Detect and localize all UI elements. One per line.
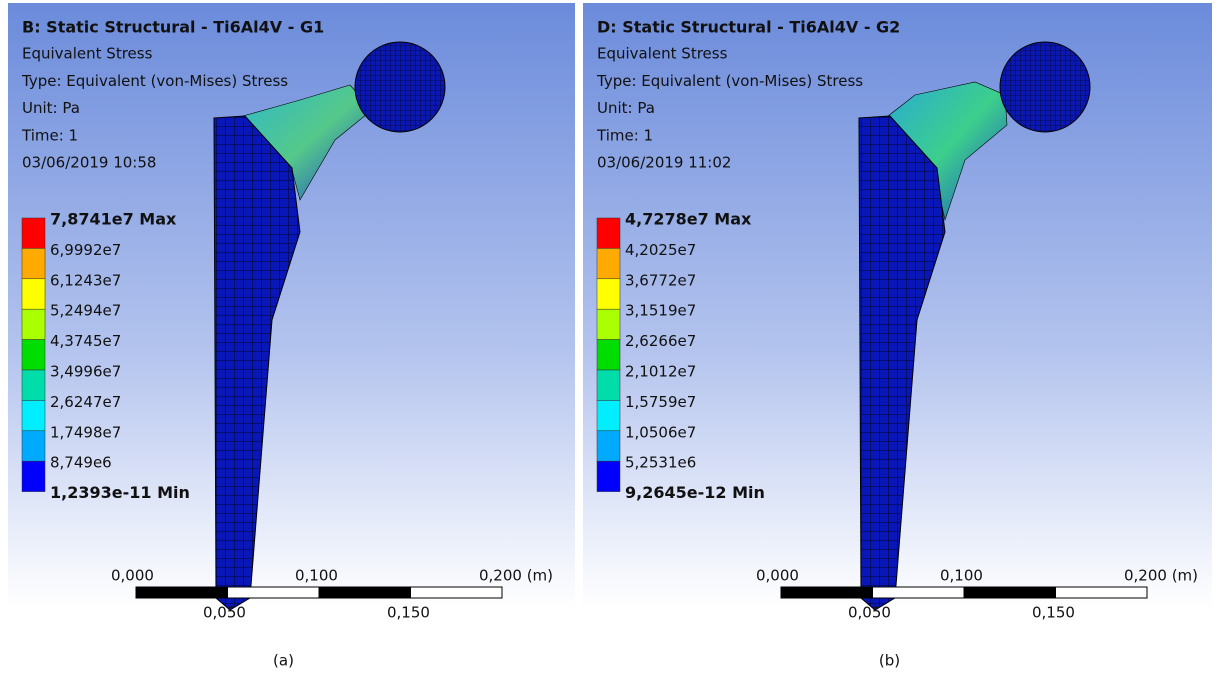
panel: D: Static Structural - Ti6Al4V - G2 Equiv…	[583, 3, 1212, 670]
legend-label: 1,2393e-11 Min	[50, 483, 190, 502]
panel: B: Static Structural - Ti6Al4V - G1 Equiv…	[8, 3, 575, 670]
header-line: 03/06/2019 11:02	[597, 154, 731, 172]
legend-label: 1,7498e7	[50, 423, 121, 441]
legend-label: 3,1519e7	[625, 302, 696, 320]
legend-swatch	[597, 340, 620, 370]
femoral-head	[355, 42, 445, 132]
header-line: Equivalent Stress	[22, 45, 153, 63]
legend-label: 3,6772e7	[625, 271, 696, 289]
legend-label: 7,8741e7 Max	[50, 210, 177, 229]
legend-label: 1,5759e7	[625, 393, 696, 411]
legend-swatch	[597, 279, 620, 309]
legend-swatch	[22, 370, 45, 400]
scale-label: 0,150	[387, 604, 430, 622]
legend-swatch	[597, 461, 620, 491]
legend-swatch	[22, 309, 45, 339]
legend-swatch	[597, 431, 620, 461]
viewport	[8, 3, 575, 640]
header-line: Equivalent Stress	[597, 45, 728, 63]
scale-label: 0,200 (m)	[479, 567, 553, 585]
scale-segment	[964, 587, 1056, 598]
legend-swatch	[22, 248, 45, 278]
legend-swatch	[22, 279, 45, 309]
legend-label: 5,2531e6	[625, 454, 696, 472]
legend-label: 2,6266e7	[625, 332, 696, 350]
legend-swatch	[22, 431, 45, 461]
scale-segment	[136, 587, 228, 598]
header-line: Type: Equivalent (von-Mises) Stress	[596, 72, 863, 90]
femoral-head	[1000, 42, 1090, 132]
legend-swatch	[597, 218, 620, 248]
header-line: Unit: Pa	[597, 99, 655, 117]
legend-label: 8,749e6	[50, 454, 112, 472]
scale-label: 0,000	[111, 567, 154, 585]
legend-swatch	[597, 370, 620, 400]
title: D: Static Structural - Ti6Al4V - G2	[597, 18, 900, 37]
title: B: Static Structural - Ti6Al4V - G1	[22, 18, 324, 37]
legend-swatch	[22, 218, 45, 248]
scale-label: 0,150	[1032, 604, 1075, 622]
scale-segment	[228, 587, 320, 598]
legend-label: 6,9992e7	[50, 241, 121, 259]
legend-label: 5,2494e7	[50, 302, 121, 320]
scale-label: 0,100	[940, 567, 983, 585]
scale-label: 0,100	[295, 567, 338, 585]
caption: (b)	[879, 652, 900, 670]
legend-swatch	[22, 400, 45, 430]
scale-label: 0,050	[848, 604, 891, 622]
scale-label: 0,050	[203, 604, 246, 622]
header-line: Unit: Pa	[22, 99, 80, 117]
scale-segment	[781, 587, 873, 598]
scale-segment	[1056, 587, 1148, 598]
legend-label: 2,6247e7	[50, 393, 121, 411]
figure: B: Static Structural - Ti6Al4V - G1 Equiv…	[0, 0, 1216, 675]
legend-swatch	[22, 461, 45, 491]
legend-label: 1,0506e7	[625, 423, 696, 441]
scale-label: 0,000	[756, 567, 799, 585]
legend-label: 4,3745e7	[50, 332, 121, 350]
legend-swatch	[597, 309, 620, 339]
legend-swatch	[597, 248, 620, 278]
header-line: 03/06/2019 10:58	[22, 154, 156, 172]
scale-segment	[873, 587, 965, 598]
scale-label: 0,200 (m)	[1124, 567, 1198, 585]
legend-swatch	[22, 340, 45, 370]
header-line: Time: 1	[21, 126, 78, 144]
caption: (a)	[273, 652, 294, 670]
legend-label: 9,2645e-12 Min	[625, 483, 765, 502]
legend-label: 3,4996e7	[50, 363, 121, 381]
legend-label: 4,7278e7 Max	[625, 210, 752, 229]
header-line: Type: Equivalent (von-Mises) Stress	[21, 72, 288, 90]
scale-segment	[319, 587, 411, 598]
header-line: Time: 1	[596, 126, 653, 144]
legend-label: 2,1012e7	[625, 363, 696, 381]
scale-segment	[411, 587, 503, 598]
legend-label: 6,1243e7	[50, 271, 121, 289]
legend-swatch	[597, 400, 620, 430]
legend-label: 4,2025e7	[625, 241, 696, 259]
